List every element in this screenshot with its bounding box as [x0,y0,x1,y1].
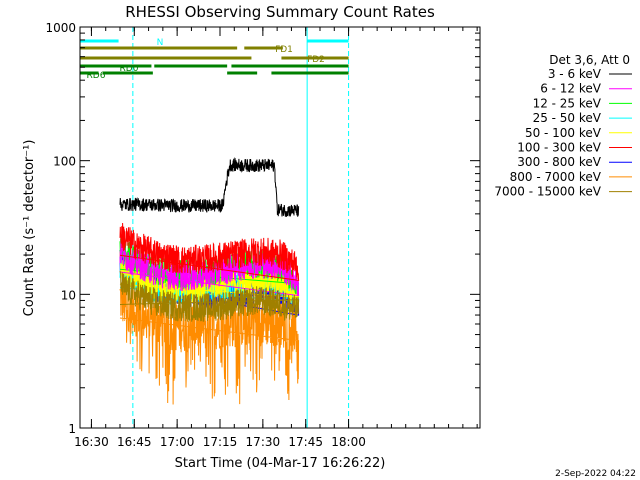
plot-frame [79,26,481,429]
series-trace-6-12-kev [119,238,300,297]
flag-fd2-label: FD2 [307,55,325,65]
x-tick-label: 17:30 [246,435,281,449]
chart-title: RHESSI Observing Summary Count Rates [125,3,435,21]
series-trace-100-300-kev [119,222,300,281]
flag-bars: N FD1 FD2 RD0 RD6 [80,38,349,81]
legend-label-800-7000-kev: 800 - 7000 keV [510,170,602,184]
legend-label-300-800-kev: 300 - 800 keV [517,155,601,169]
x-tick-label: 17:00 [160,435,195,449]
x-tick-label: 17:15 [203,435,238,449]
x-tick-label: 18:00 [331,435,366,449]
y-tick-label: 1 [68,422,76,436]
x-tick-label: 17:45 [288,435,323,449]
flag-n-label: N [157,38,164,48]
x-tick-label: 16:30 [74,435,109,449]
series-traces [119,157,300,405]
legend-label-50-100-kev: 50 - 100 keV [525,126,602,140]
legend-label-25-50-kev: 25 - 50 keV [533,111,602,125]
y-axis-label: Count Rate (s⁻¹ detector⁻¹) [22,140,37,317]
legend-label-6-12-kev: 6 - 12 keV [540,82,602,96]
flag-fd1-label: FD1 [275,45,293,55]
y-tick-label: 100 [53,155,76,169]
legend-label-7000-15000-kev: 7000 - 15000 keV [494,185,601,199]
flag-rd6-label: RD6 [87,71,106,81]
y-tick-label: 1000 [45,21,76,35]
legend-title: Det 3,6, Att 0 [549,53,630,67]
x-axis: 16:30 16:45 17:00 17:15 17:30 17:45 18:00 [74,27,478,449]
legend-label-12-25-kev: 12 - 25 keV [533,96,602,110]
series-trace-7000-15000-kev [119,270,300,322]
date-stamp: 2-Sep-2022 04:22 [555,469,636,479]
y-axis: 1 10 100 1000 [45,21,480,436]
x-tick-label: 16:45 [117,435,152,449]
flag-rd0-label: RD0 [120,64,139,74]
y-tick-label: 10 [61,288,76,302]
legend-label-100-300-kev: 100 - 300 keV [517,141,601,155]
x-axis-label: Start Time (04-Mar-17 16:26:22) [175,456,386,471]
legend-label-3-6-kev: 3 - 6 keV [548,67,602,81]
series-trace-3-6-kev [119,157,300,217]
